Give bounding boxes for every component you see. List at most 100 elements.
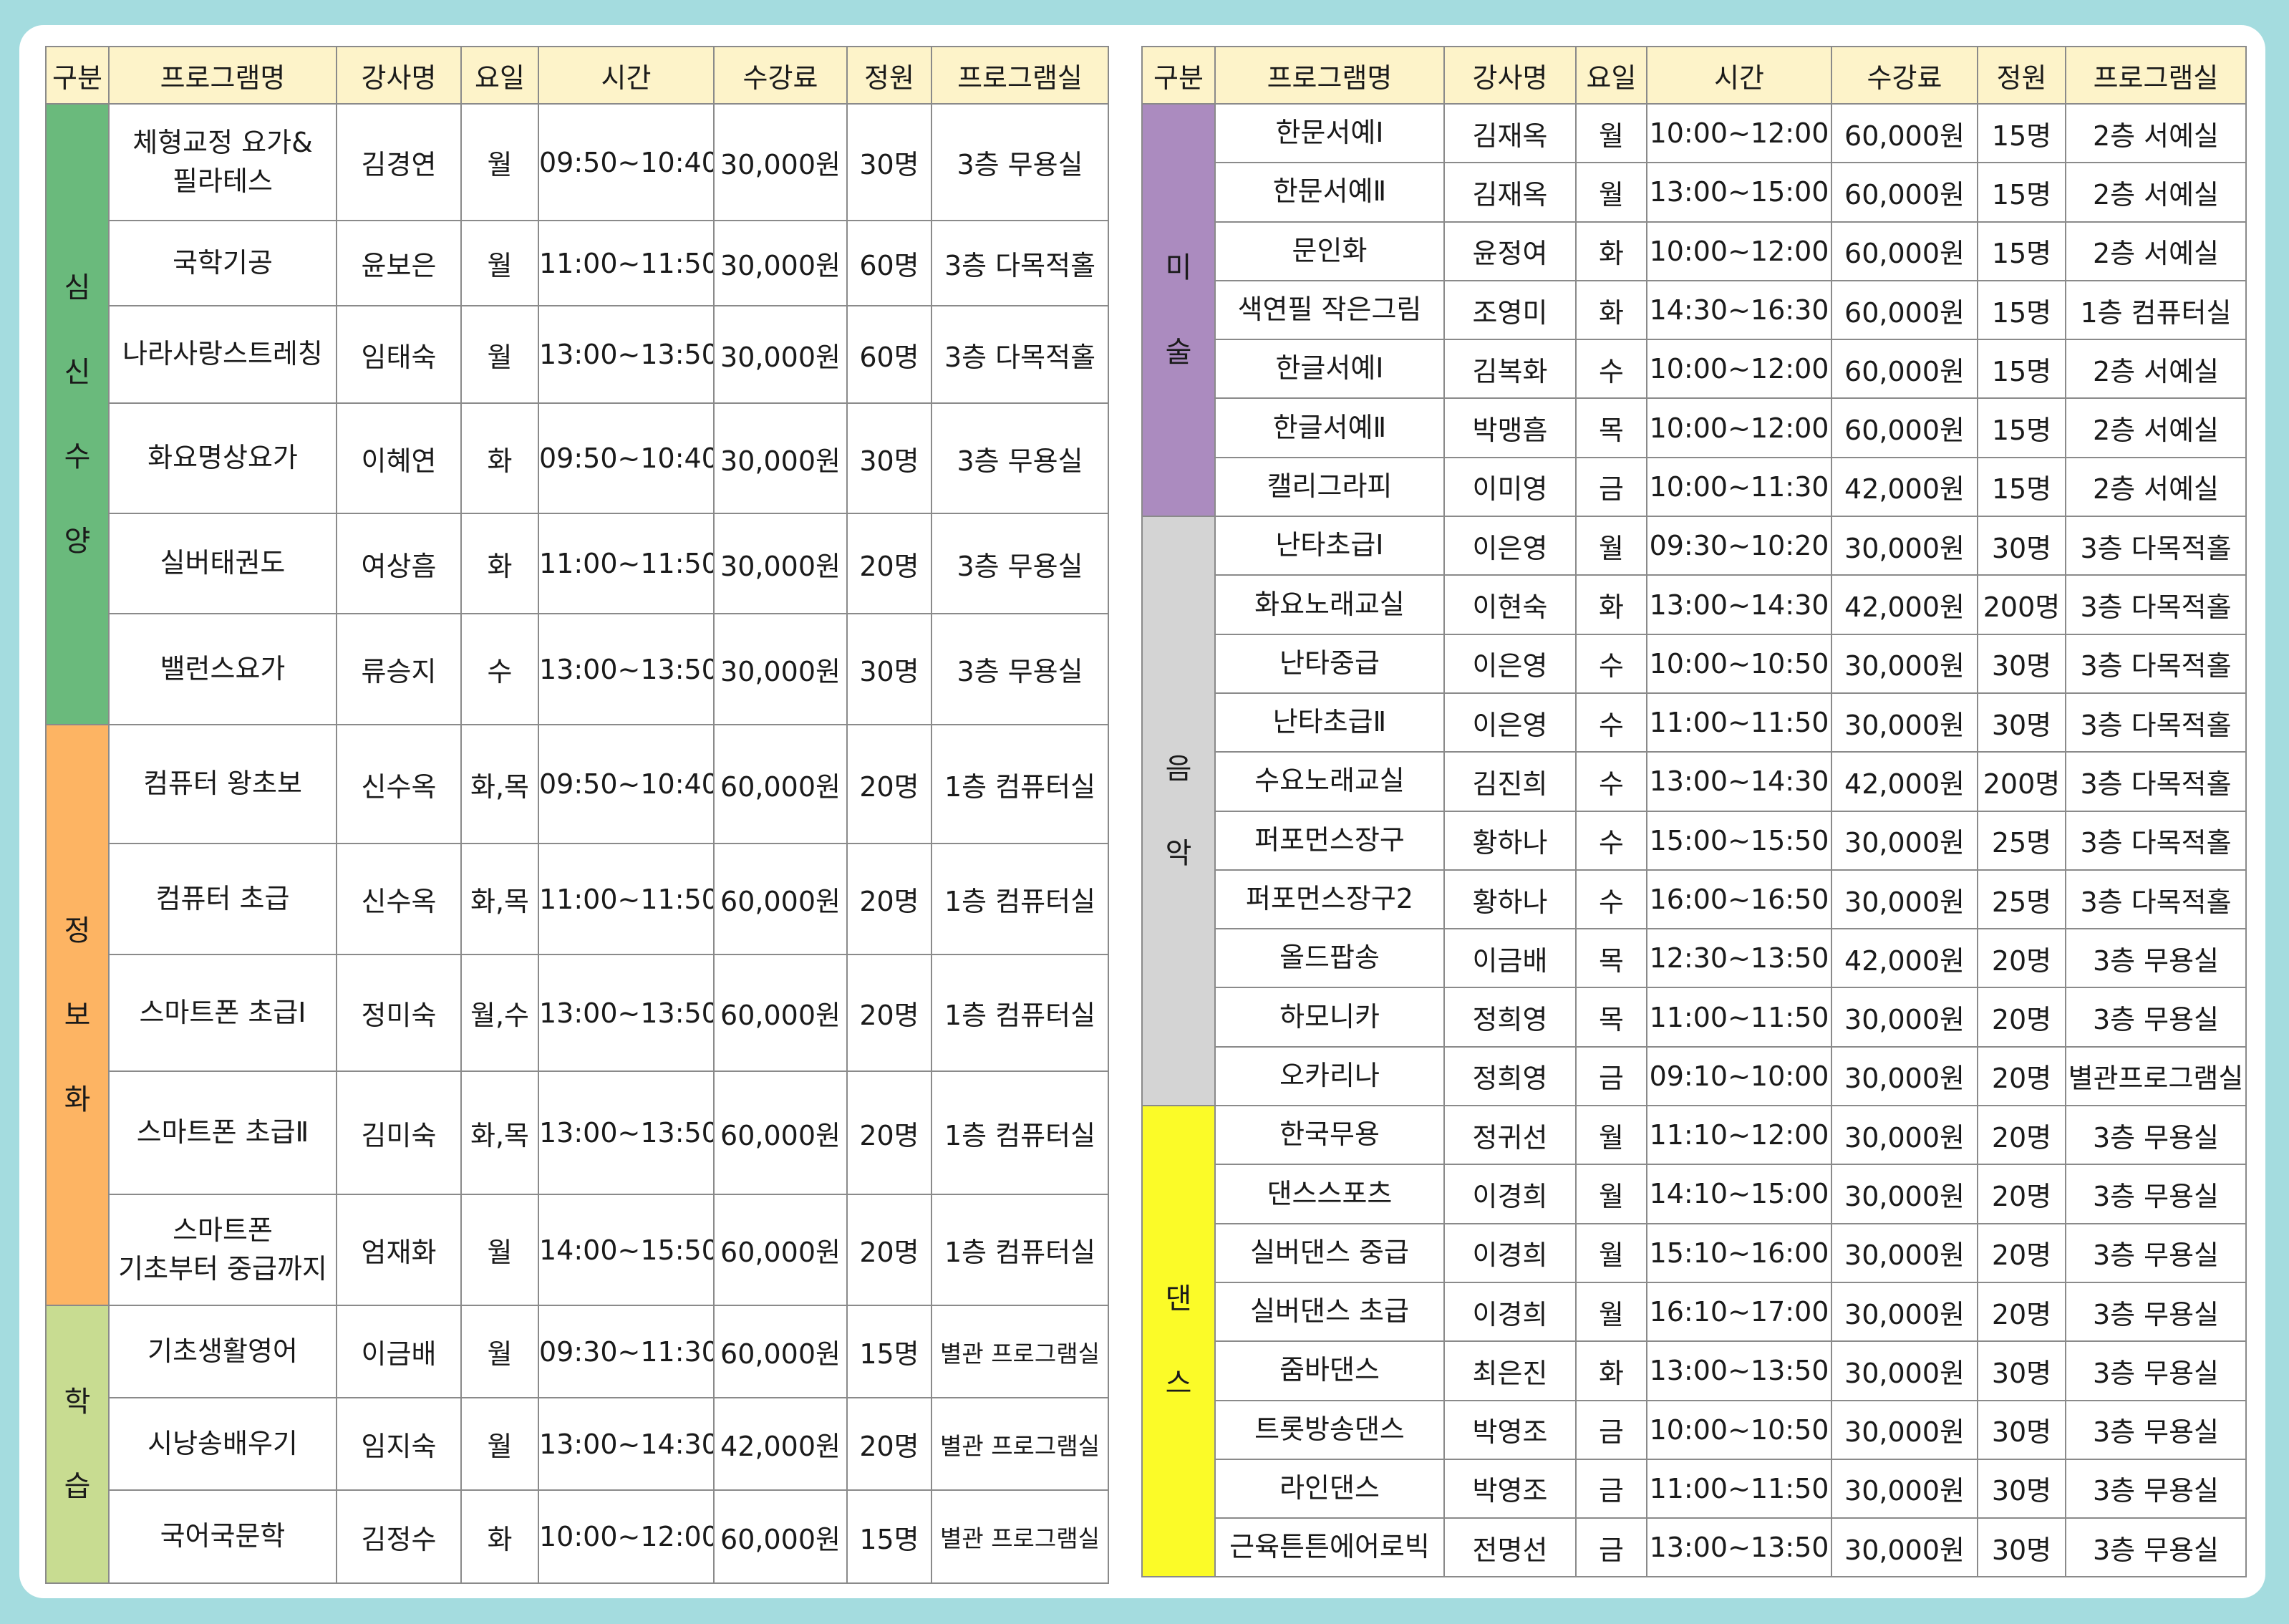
room: 별관 프로그램실 (931, 1305, 1109, 1398)
header-capacity: 정원 (846, 46, 932, 105)
room: 3층 무용실 (2065, 1399, 2247, 1460)
day: 월 (460, 103, 539, 221)
time: 16:00~16:50 (1646, 869, 1832, 930)
room: 3층 다목적홀 (2065, 810, 2247, 871)
instructor: 이금배 (336, 1305, 462, 1398)
fee: 42,000원 (1831, 456, 1978, 518)
room: 3층 무용실 (931, 103, 1109, 221)
room: 3층 무용실 (2065, 1458, 2247, 1519)
fee: 30,000원 (713, 613, 848, 725)
time: 11:00~11:50 (1646, 987, 1832, 1048)
program-name: 난타초급Ⅰ (1214, 516, 1445, 576)
fee: 60,000원 (713, 1305, 848, 1398)
time: 13:00~13:50 (538, 613, 715, 725)
table-row: 컴퓨터 초급 신수옥 화,목 11:00~11:50 60,000원 20명 1… (46, 843, 1109, 955)
instructor: 황하나 (1443, 869, 1577, 930)
table-row: 나라사랑스트레칭 임태숙 월 13:00~13:50 30,000원 60명 3… (46, 305, 1109, 404)
room: 별관프로그램실 (2065, 1045, 2247, 1107)
day: 화,목 (460, 1070, 539, 1195)
time: 10:00~11:30 (1646, 456, 1832, 518)
day: 월 (1575, 1105, 1647, 1166)
instructor: 윤보은 (336, 220, 462, 306)
day: 화 (460, 402, 539, 514)
table-row: 실버댄스 중급 이경희 월 15:10~16:00 30,000원 20명 3층 무용실 (1142, 1222, 2247, 1283)
capacity: 30명 (846, 103, 932, 221)
fee: 30,000원 (713, 305, 848, 404)
day: 월 (460, 1397, 539, 1491)
fee: 30,000원 (1831, 1458, 1978, 1519)
instructor: 신수옥 (336, 843, 462, 955)
time: 14:30~16:30 (1646, 279, 1832, 341)
program-name: 스마트폰 기초부터 중급까지 (108, 1194, 337, 1306)
header-category: 구분 (45, 46, 110, 105)
time: 11:00~11:50 (1646, 1458, 1832, 1519)
time: 11:00~11:50 (1646, 692, 1832, 753)
program-name: 댄스스포츠 (1214, 1164, 1445, 1224)
table-row: 난타중급 이은영 수 10:00~10:50 30,000원 30명 3층 다목적홀 (1142, 633, 2247, 694)
fee: 30,000원 (713, 103, 848, 221)
capacity: 30명 (1977, 1340, 2066, 1401)
table-row: 한글서예Ⅱ 박맹흠 목 10:00~12:00 60,000원 15명 2층 서예실 (1142, 397, 2247, 458)
time: 13:00~14:30 (1646, 574, 1832, 635)
header-time: 시간 (538, 46, 715, 105)
room: 2층 서예실 (2065, 397, 2247, 458)
instructor: 이경희 (1443, 1281, 1577, 1343)
fee: 30,000원 (1831, 633, 1978, 694)
header-room: 프로그램실 (2065, 46, 2247, 105)
time: 09:50~10:40 (538, 103, 715, 221)
fee: 60,000원 (1831, 221, 1978, 281)
room: 1층 컴퓨터실 (931, 843, 1109, 955)
day: 화 (1575, 574, 1647, 635)
instructor: 조영미 (1443, 279, 1577, 341)
time: 10:00~12:00 (1646, 339, 1832, 400)
instructor: 김미숙 (336, 1070, 462, 1195)
room: 1층 컴퓨터실 (931, 724, 1109, 844)
time: 13:00~13:50 (538, 954, 715, 1072)
time: 15:10~16:00 (1646, 1222, 1832, 1283)
time: 13:00~15:00 (1646, 162, 1832, 223)
fee: 60,000원 (713, 724, 848, 844)
day: 월 (1575, 516, 1647, 576)
instructor: 김복화 (1443, 339, 1577, 400)
fee: 30,000원 (1831, 1340, 1978, 1401)
table-row: 한문서예Ⅱ 김재옥 월 13:00~15:00 60,000원 15명 2층 서예실 (1142, 162, 2247, 223)
day: 화 (1575, 221, 1647, 281)
program-name: 색연필 작은그림 (1214, 279, 1445, 341)
capacity: 15명 (846, 1489, 932, 1584)
room: 1층 컴퓨터실 (931, 1194, 1109, 1306)
instructor: 엄재화 (336, 1194, 462, 1306)
instructor: 정귀선 (1443, 1105, 1577, 1166)
program-name: 올드팝송 (1214, 928, 1445, 989)
fee: 30,000원 (713, 402, 848, 514)
capacity: 15명 (846, 1305, 932, 1398)
table-row: 트롯방송댄스 박영조 금 10:00~10:50 30,000원 30명 3층 무용실 (1142, 1399, 2247, 1460)
table-row: 국학기공 윤보은 월 11:00~11:50 30,000원 60명 3층 다목… (46, 220, 1109, 306)
table-row: 실버태권도 여상흠 화 11:00~11:50 30,000원 20명 3층 무… (46, 513, 1109, 614)
room: 3층 무용실 (931, 513, 1109, 614)
program-name: 하모니카 (1214, 987, 1445, 1048)
left-header-row: 구분 프로그램명 강사명 요일 시간 수강료 정원 프로그램실 (45, 46, 1109, 105)
day: 화 (1575, 279, 1647, 341)
capacity: 20명 (1977, 1222, 2066, 1283)
room: 2층 서예실 (2065, 221, 2247, 281)
instructor: 이은영 (1443, 633, 1577, 694)
header-fee: 수강료 (713, 46, 848, 105)
day: 금 (1575, 1458, 1647, 1519)
instructor: 이경희 (1443, 1222, 1577, 1283)
instructor: 김재옥 (1443, 162, 1577, 223)
program-name: 근육튼튼에어로빅 (1214, 1517, 1445, 1578)
day: 월,수 (460, 954, 539, 1072)
table-row: 수요노래교실 김진희 수 13:00~14:30 42,000원 200명 3층 다목적홀 (1142, 751, 2247, 812)
program-name: 난타중급 (1214, 633, 1445, 694)
fee: 30,000원 (713, 513, 848, 614)
program-name: 퍼포먼스장구2 (1214, 869, 1445, 930)
program-name: 체형교정 요가& 필라테스 (108, 103, 337, 221)
day: 월 (460, 1305, 539, 1398)
fee: 30,000원 (1831, 810, 1978, 871)
table-row: 국어국문학 김정수 화 10:00~12:00 60,000원 15명 별관 프… (46, 1489, 1109, 1584)
fee: 42,000원 (1831, 751, 1978, 812)
capacity: 30명 (1977, 1399, 2066, 1460)
time: 11:00~11:50 (538, 513, 715, 614)
